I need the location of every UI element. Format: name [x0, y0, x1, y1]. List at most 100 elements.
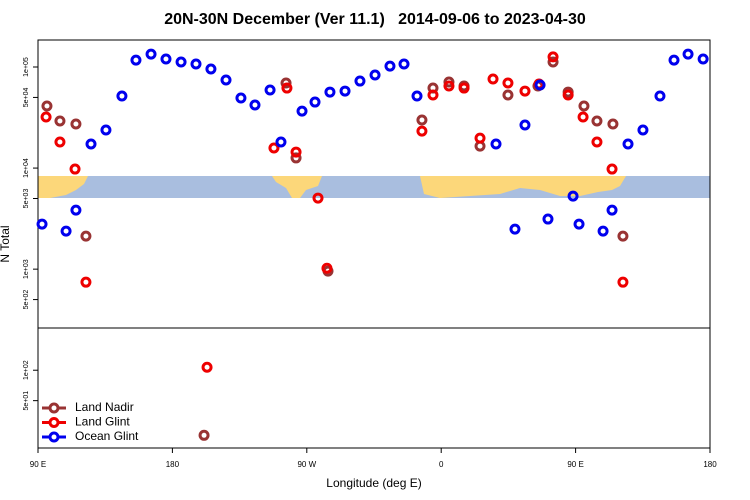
point: [606, 163, 618, 175]
point: [275, 136, 287, 148]
point: [654, 90, 666, 102]
point: [487, 73, 499, 85]
y-axis-label: N Total: [0, 225, 12, 262]
y-tick-label: 5e+04: [23, 87, 30, 107]
point: [591, 115, 603, 127]
point: [398, 58, 410, 70]
point: [85, 138, 97, 150]
point: [490, 138, 502, 150]
point: [474, 132, 486, 144]
y-tick-label: 5e+02: [23, 290, 30, 310]
land: [272, 176, 322, 198]
point: [69, 163, 81, 175]
point: [509, 223, 521, 235]
point: [321, 262, 333, 274]
point: [682, 48, 694, 60]
point: [547, 56, 559, 68]
point: [264, 84, 276, 96]
point: [502, 89, 514, 101]
point: [573, 218, 585, 230]
point: [562, 89, 574, 101]
point: [54, 136, 66, 148]
point: [175, 56, 187, 68]
point: [324, 86, 336, 98]
point: [116, 90, 128, 102]
point: [354, 75, 366, 87]
x-tick-label: 90 W: [297, 460, 316, 469]
point: [80, 276, 92, 288]
x-tick-label: 90 E: [30, 460, 46, 469]
point: [443, 76, 455, 88]
point: [80, 230, 92, 242]
legend-label: Land Glint: [75, 415, 130, 429]
point: [339, 85, 351, 97]
point: [443, 80, 455, 92]
x-tick-label: 180: [703, 460, 717, 469]
point: [70, 118, 82, 130]
x-tick-label: 180: [166, 460, 180, 469]
point: [205, 63, 217, 75]
point: [591, 136, 603, 148]
legend-marker: [48, 417, 60, 428]
x-tick-label: 0: [439, 460, 444, 469]
land: [38, 176, 88, 198]
point: [235, 92, 247, 104]
point: [384, 60, 396, 72]
point: [697, 53, 709, 65]
point: [617, 276, 629, 288]
point: [309, 96, 321, 108]
point: [416, 114, 428, 126]
point: [280, 77, 292, 89]
point: [547, 51, 559, 63]
point: [502, 77, 514, 89]
point: [40, 111, 52, 123]
point: [201, 361, 213, 373]
point: [519, 85, 531, 97]
point: [290, 152, 302, 164]
point: [54, 115, 66, 127]
plot-frame: [37, 39, 711, 449]
legend-marker: [48, 431, 60, 443]
point: [268, 142, 280, 154]
y-tick-label: 1e+05: [23, 57, 30, 77]
point: [160, 53, 172, 65]
point: [369, 69, 381, 81]
point: [130, 54, 142, 66]
y-tick-label: 1e+03: [23, 259, 30, 279]
point: [198, 429, 210, 441]
point: [567, 190, 579, 202]
point: [577, 111, 589, 123]
point: [458, 82, 470, 94]
point: [416, 125, 428, 137]
point: [220, 74, 232, 86]
point: [597, 225, 609, 237]
legend-marker: [48, 402, 60, 414]
point: [622, 138, 634, 150]
point: [41, 100, 53, 112]
point: [427, 89, 439, 101]
point: [60, 225, 72, 237]
point: [296, 105, 308, 117]
point: [637, 124, 649, 136]
map-strip: [38, 176, 710, 198]
y-tick-label: 5e+03: [23, 189, 30, 209]
point: [312, 192, 324, 204]
point: [542, 213, 554, 225]
point: [668, 54, 680, 66]
point: [534, 79, 546, 91]
point: [519, 119, 531, 131]
point: [411, 90, 423, 102]
point: [100, 124, 112, 136]
y-tick-label: 1e+04: [23, 158, 30, 178]
point: [607, 118, 619, 130]
point: [249, 99, 261, 111]
point: [70, 204, 82, 216]
point: [145, 48, 157, 60]
legend-label: Land Nadir: [75, 400, 134, 414]
legend-label: Ocean Glint: [75, 429, 139, 443]
x-tick-label: 90 E: [567, 460, 583, 469]
y-tick-label: 5e+01: [23, 391, 30, 411]
